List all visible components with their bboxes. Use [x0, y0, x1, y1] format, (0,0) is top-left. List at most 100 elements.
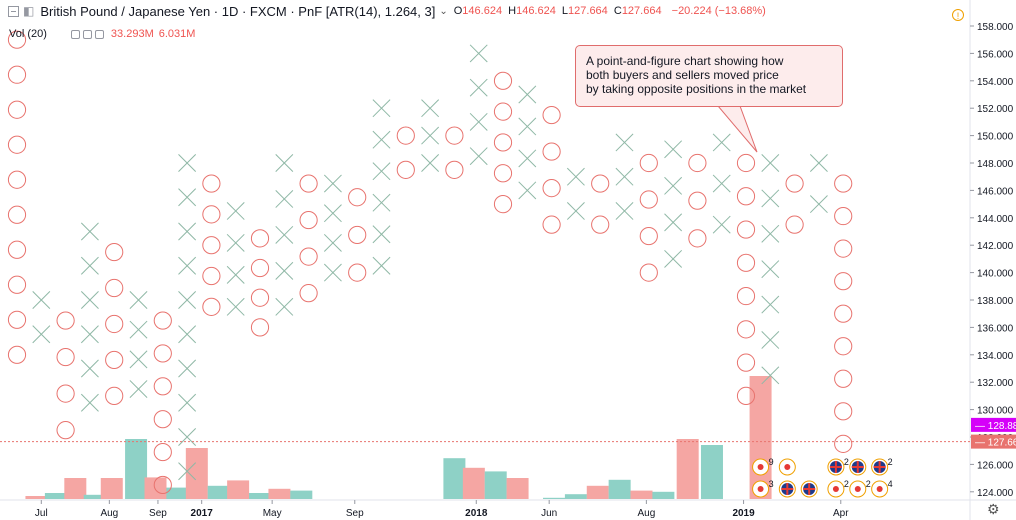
pnf-x-box — [518, 181, 537, 200]
open-key: O — [453, 5, 463, 17]
pnf-o-box — [834, 304, 853, 323]
pnf-x-box — [178, 188, 197, 207]
pnf-x-box — [761, 295, 780, 314]
pnf-o-box — [396, 160, 415, 179]
pnf-x-box — [518, 117, 537, 136]
pnf-x-box — [275, 297, 294, 316]
pnf-x-box — [178, 256, 197, 275]
pnf-x-box — [178, 359, 197, 378]
x-tick-label: Jun — [541, 508, 557, 519]
pnf-x-box — [566, 167, 585, 186]
pnf-x-box — [761, 224, 780, 243]
pnf-x-box — [275, 190, 294, 208]
volume-bar — [543, 497, 566, 499]
pnf-x-box — [469, 78, 488, 97]
high-value: 146.624 — [516, 5, 556, 17]
pnf-x-box — [323, 263, 342, 282]
pnf-o-box — [7, 30, 27, 49]
y-tick-label: 150.000 — [977, 132, 1014, 143]
pnf-o-box — [834, 272, 853, 291]
pnf-x-box — [761, 154, 780, 172]
pnf-x-box — [275, 225, 294, 244]
volume-bar — [227, 480, 250, 499]
pnf-o-box — [202, 297, 221, 316]
pnf-x-box — [712, 174, 731, 193]
pnf-o-box — [493, 164, 513, 183]
price-tag-label: — 127.664 — [975, 438, 1016, 449]
alert-icon[interactable]: ! — [952, 9, 964, 21]
volume-bar — [700, 445, 723, 499]
callout-line-2: both buyers and sellers moved price — [586, 68, 779, 82]
callout-line-1: A point-and-figure chart showing how — [586, 54, 784, 68]
japan-flag-icon — [876, 486, 883, 492]
volume-bar — [100, 478, 123, 499]
pnf-o-box — [7, 170, 27, 189]
volume-bar — [25, 496, 48, 499]
pnf-o-box — [56, 384, 75, 403]
pnf-x-box — [372, 162, 391, 181]
pnf-o-box — [105, 242, 124, 262]
volume-bar — [506, 478, 529, 499]
volume-bar — [676, 439, 699, 499]
pnf-x-box — [372, 99, 391, 118]
japan-flag-icon — [832, 486, 839, 492]
pnf-x-box — [323, 233, 342, 252]
y-tick-label: 152.000 — [977, 104, 1014, 115]
pnf-o-box — [202, 205, 221, 224]
symbol-flag-icon: ◧ — [23, 4, 35, 18]
collapse-icon[interactable] — [8, 5, 19, 17]
x-tick-label: May — [263, 508, 282, 519]
pnf-o-box — [7, 135, 27, 154]
x-tick-label: 2018 — [465, 508, 488, 519]
pnf-o-box — [736, 286, 756, 306]
pnf-x-box — [80, 222, 99, 241]
y-tick-label: 140.000 — [977, 269, 1014, 280]
settings-icon[interactable] — [82, 29, 92, 39]
volume-bar — [64, 478, 87, 499]
pnf-x-box — [178, 291, 197, 309]
pnf-o-box — [7, 310, 27, 329]
pnf-o-box — [56, 347, 75, 367]
pnf-o-box — [153, 377, 172, 396]
volume-label[interactable]: Vol (20) — [9, 28, 47, 40]
pnf-x-box — [226, 297, 245, 316]
volume-bar — [652, 491, 675, 499]
pnf-x-box — [80, 359, 99, 378]
pnf-x-box — [178, 393, 197, 412]
pnf-o-box — [639, 153, 658, 173]
pnf-o-box — [785, 215, 804, 234]
pnf-o-box — [153, 410, 172, 429]
event-count: 2 — [866, 479, 871, 489]
pnf-o-box — [7, 345, 27, 364]
pnf-o-box — [299, 210, 318, 230]
pnf-x-box — [129, 350, 148, 369]
y-tick-label: 146.000 — [977, 186, 1014, 197]
pnf-o-box — [396, 126, 415, 145]
symbol-title[interactable]: British Pound / Japanese Yen · 1D · FXCM… — [40, 3, 436, 19]
pnf-x-box — [615, 133, 634, 152]
pnf-o-box — [299, 284, 318, 303]
gear-icon[interactable]: ⚙ — [987, 501, 1000, 517]
pnf-o-box — [250, 288, 270, 307]
volume-bar — [608, 479, 631, 499]
pnf-o-box — [834, 369, 853, 388]
pnf-o-box — [493, 195, 513, 214]
pnf-o-box — [105, 278, 124, 298]
pnf-x-box — [129, 380, 148, 399]
chevron-down-icon[interactable]: ⌄ — [439, 5, 448, 17]
pnf-x-box — [469, 112, 488, 131]
y-tick-label: 136.000 — [977, 323, 1014, 334]
event-count: 2 — [888, 457, 893, 467]
pnf-x-box — [421, 126, 440, 145]
pnf-o-box — [736, 220, 756, 239]
volume-bar — [44, 493, 67, 499]
pnf-x-box — [761, 260, 780, 279]
eye-icon[interactable] — [70, 29, 80, 39]
pnf-x-box — [664, 176, 683, 195]
pnf-x-box — [178, 462, 197, 481]
y-tick-label: 126.000 — [977, 460, 1014, 471]
callout-line-3: by taking opposite positions in the mark… — [586, 82, 807, 96]
close-icon[interactable] — [94, 29, 104, 39]
annotation-callout[interactable]: A point-and-figure chart showing how bot… — [575, 45, 843, 107]
